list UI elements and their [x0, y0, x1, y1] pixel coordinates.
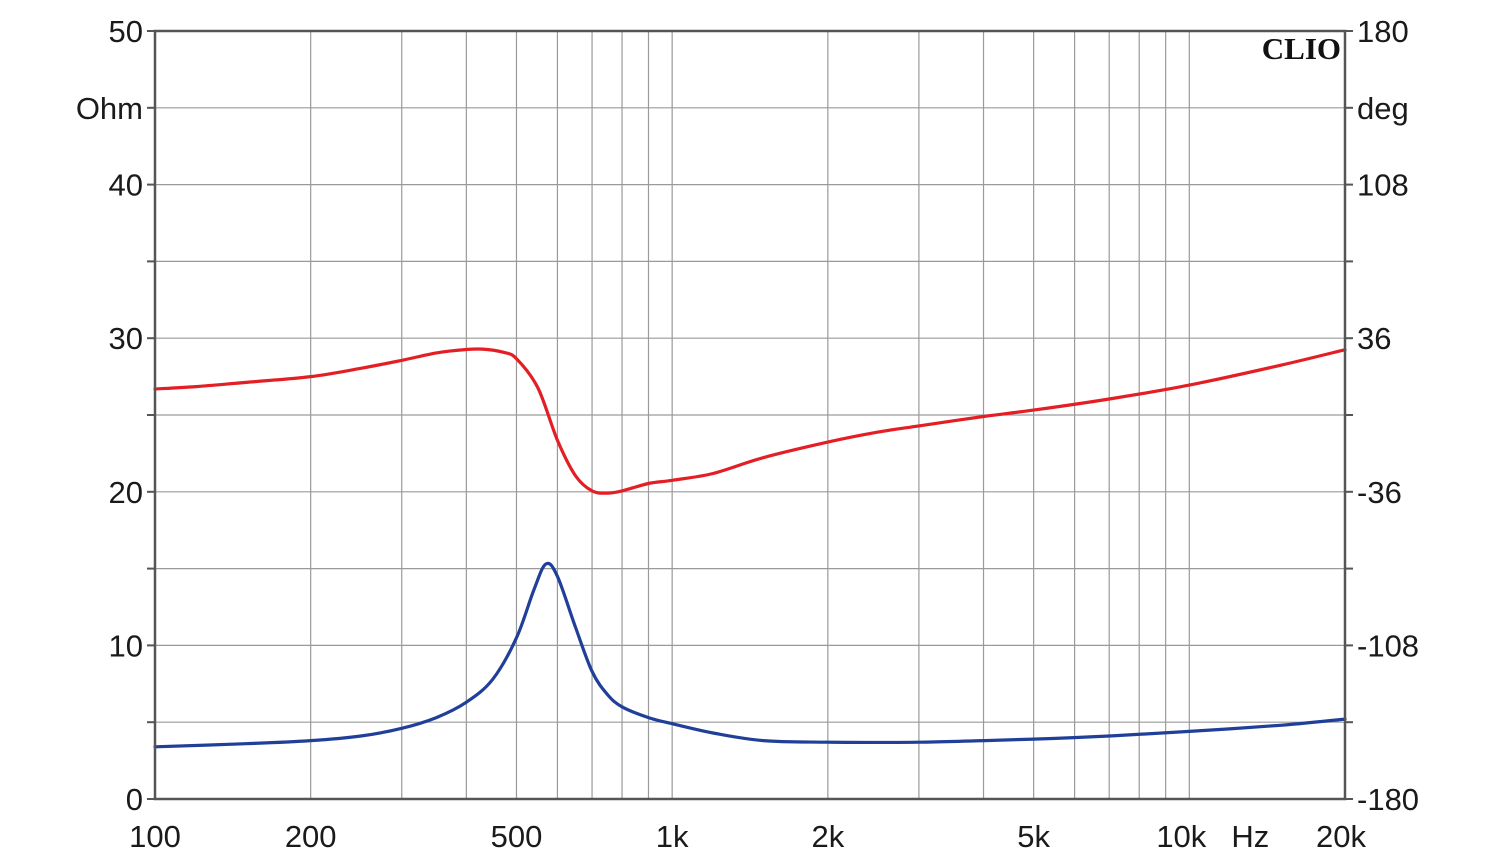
y-right-tick-label: -36: [1357, 475, 1402, 510]
x-tick-label: 2k: [811, 819, 844, 854]
y-left-tick-label: 0: [126, 782, 143, 817]
impedance-series-line: [153, 561, 1347, 749]
x-tick-label: 20k: [1316, 819, 1366, 854]
x-axis-unit: Hz: [1231, 819, 1269, 854]
series-lines: [153, 347, 1347, 749]
left-axis-unit: Ohm: [76, 91, 143, 126]
x-tick-label: 5k: [1017, 819, 1050, 854]
y-right-tick-label: -108: [1357, 628, 1419, 663]
grid-lines: [155, 31, 1345, 799]
y-right-tick-label: 108: [1357, 168, 1409, 203]
x-tick-label: 500: [491, 819, 543, 854]
y-left-tick-label: 10: [109, 628, 143, 663]
right-axis-unit: deg: [1357, 91, 1409, 126]
y-right-tick-label: 36: [1357, 321, 1391, 356]
x-tick-label: 100: [129, 819, 181, 854]
y-left-tick-label: 30: [109, 321, 143, 356]
x-tick-label: 1k: [656, 819, 689, 854]
y-left-tick-label: 50: [109, 14, 143, 49]
phase-series-line: [153, 347, 1347, 495]
tick-labels: 100 200 500 1k 2k 5k 10k 20k Hz 0 10 20 30 40 50 -180 -1…: [109, 14, 1420, 854]
x-tick-label: 10k: [1156, 819, 1206, 854]
clio-logo: CLIO: [1262, 31, 1341, 66]
y-right-tick-label: 180: [1357, 14, 1409, 49]
x-tick-label: 200: [285, 819, 337, 854]
y-left-tick-label: 40: [109, 168, 143, 203]
y-right-tick-label: -180: [1357, 782, 1419, 817]
y-left-tick-label: 20: [109, 475, 143, 510]
